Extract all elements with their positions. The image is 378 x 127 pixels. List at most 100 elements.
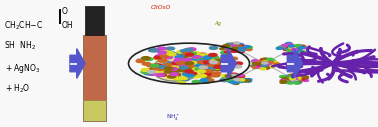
Circle shape	[153, 67, 161, 70]
Circle shape	[259, 63, 265, 65]
Circle shape	[141, 71, 149, 73]
Circle shape	[263, 64, 269, 66]
Circle shape	[235, 47, 242, 49]
Circle shape	[183, 73, 191, 76]
Circle shape	[286, 46, 292, 48]
Circle shape	[233, 75, 239, 77]
Circle shape	[228, 73, 234, 75]
Circle shape	[234, 42, 240, 44]
Circle shape	[296, 74, 302, 76]
Circle shape	[169, 75, 177, 78]
Circle shape	[195, 65, 203, 68]
Circle shape	[235, 47, 241, 49]
Circle shape	[232, 82, 238, 84]
Circle shape	[214, 66, 222, 68]
Circle shape	[192, 52, 200, 55]
Circle shape	[237, 48, 243, 50]
Bar	[83, 35, 106, 100]
Circle shape	[178, 81, 186, 84]
Circle shape	[239, 75, 245, 77]
Circle shape	[230, 79, 236, 81]
Circle shape	[268, 66, 274, 68]
Circle shape	[291, 77, 297, 79]
Circle shape	[156, 70, 165, 73]
Circle shape	[288, 76, 294, 78]
Circle shape	[294, 47, 300, 49]
Circle shape	[225, 51, 231, 53]
Circle shape	[234, 47, 240, 49]
Circle shape	[199, 59, 208, 62]
Circle shape	[200, 79, 208, 82]
Text: $\rm CH_2CH{-}C$: $\rm CH_2CH{-}C$	[4, 19, 43, 32]
Text: $\rm SH\ \ NH_2$: $\rm SH\ \ NH_2$	[4, 39, 36, 52]
Circle shape	[182, 53, 191, 55]
Circle shape	[179, 77, 187, 80]
Circle shape	[246, 79, 252, 81]
Circle shape	[189, 61, 197, 64]
Circle shape	[267, 61, 273, 63]
Circle shape	[246, 48, 252, 50]
Circle shape	[184, 48, 192, 51]
Circle shape	[206, 69, 214, 72]
Circle shape	[290, 78, 296, 80]
Circle shape	[225, 46, 231, 48]
Circle shape	[261, 61, 267, 63]
Circle shape	[167, 53, 176, 56]
Circle shape	[286, 42, 292, 44]
Circle shape	[289, 74, 295, 76]
Circle shape	[203, 57, 212, 60]
Circle shape	[196, 57, 204, 60]
Circle shape	[182, 62, 191, 65]
Circle shape	[152, 49, 160, 52]
Circle shape	[184, 57, 192, 60]
Circle shape	[291, 77, 297, 79]
Circle shape	[295, 82, 301, 84]
Circle shape	[209, 61, 218, 64]
Circle shape	[232, 78, 238, 80]
Circle shape	[149, 49, 157, 52]
Circle shape	[182, 62, 191, 65]
Circle shape	[137, 59, 145, 61]
Text: Ag: Ag	[214, 21, 222, 26]
Circle shape	[263, 67, 270, 69]
Circle shape	[180, 50, 189, 52]
Circle shape	[231, 73, 237, 75]
Circle shape	[293, 45, 299, 47]
Circle shape	[186, 49, 195, 52]
Circle shape	[203, 77, 211, 80]
Circle shape	[263, 63, 269, 65]
Circle shape	[223, 80, 229, 82]
Circle shape	[223, 45, 229, 47]
Circle shape	[289, 49, 295, 51]
Circle shape	[246, 80, 252, 82]
Circle shape	[181, 78, 189, 81]
Circle shape	[158, 47, 166, 50]
Circle shape	[159, 59, 167, 62]
Circle shape	[231, 43, 237, 45]
Circle shape	[156, 74, 164, 76]
Circle shape	[243, 47, 249, 49]
Circle shape	[209, 63, 217, 66]
Circle shape	[233, 47, 239, 49]
Circle shape	[172, 63, 180, 65]
Circle shape	[196, 65, 204, 68]
Circle shape	[149, 68, 158, 71]
Circle shape	[246, 49, 252, 51]
Circle shape	[226, 65, 235, 68]
Circle shape	[218, 65, 227, 68]
Circle shape	[236, 48, 242, 50]
Text: $\rm + AgNO_3$: $\rm + AgNO_3$	[4, 62, 40, 75]
Circle shape	[164, 51, 172, 53]
Circle shape	[261, 65, 267, 67]
Circle shape	[224, 66, 232, 68]
Circle shape	[176, 63, 184, 66]
Circle shape	[180, 55, 188, 58]
Circle shape	[237, 48, 243, 50]
Circle shape	[188, 52, 196, 55]
Circle shape	[302, 77, 308, 79]
Circle shape	[147, 73, 156, 75]
Circle shape	[175, 77, 184, 80]
Circle shape	[185, 62, 194, 65]
Circle shape	[181, 61, 189, 64]
Circle shape	[229, 57, 237, 60]
